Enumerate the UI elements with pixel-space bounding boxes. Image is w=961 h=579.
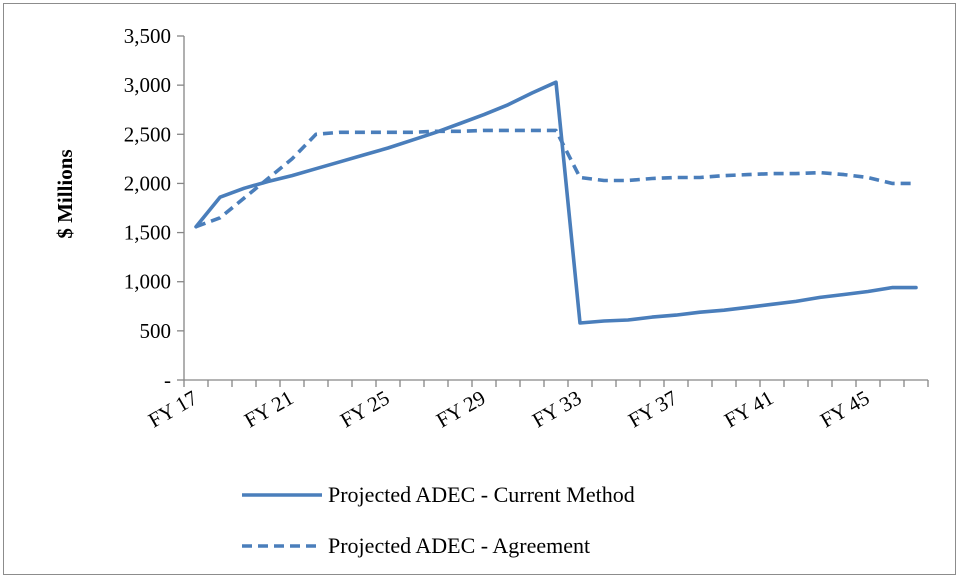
- y-tick-labels: - 500 1,000 1,500 2,000 2,500 3,000 3,500: [124, 24, 171, 392]
- y-tick-label: 3,500: [124, 24, 171, 48]
- y-tick-label: 500: [140, 319, 172, 343]
- x-tick-label: FY 21: [240, 386, 297, 433]
- y-axis-title: $ Millions: [53, 149, 77, 238]
- y-tick-label: 1,000: [124, 270, 171, 294]
- y-tick-label: 1,500: [124, 221, 171, 245]
- x-tick-label: FY 25: [336, 386, 393, 433]
- x-tick-labels: FY 17 FY 21 FY 25 FY 29 FY 33 FY 37 FY 41 FY 45: [144, 386, 873, 433]
- x-tick-label: FY 37: [624, 386, 681, 433]
- legend-label: Projected ADEC - Agreement: [328, 533, 590, 558]
- y-tick-label: 2,500: [124, 122, 171, 146]
- legend: Projected ADEC - Current Method Projected…: [242, 482, 635, 558]
- y-tick-label: 2,000: [124, 171, 171, 195]
- series-lines: [194, 80, 918, 325]
- axes: [177, 35, 929, 387]
- x-tick-label: FY 17: [144, 386, 201, 433]
- x-tick-label: FY 41: [720, 386, 777, 433]
- chart-frame: [3, 3, 956, 575]
- legend-label: Projected ADEC - Current Method: [328, 482, 635, 507]
- x-tick-label: FY 45: [816, 386, 873, 433]
- x-tick-label: FY 33: [528, 386, 585, 433]
- series-line-agreement: [195, 128, 916, 229]
- y-tick-label: -: [164, 368, 171, 392]
- x-tick-label: FY 29: [432, 386, 489, 433]
- y-tick-label: 3,000: [124, 73, 171, 97]
- series-line-current-method: [194, 80, 918, 325]
